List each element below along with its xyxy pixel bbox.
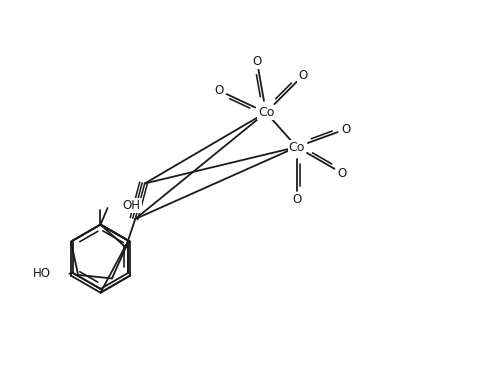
Text: HO: HO — [34, 267, 51, 280]
Text: O: O — [214, 84, 224, 97]
Text: Co: Co — [288, 141, 305, 154]
Text: O: O — [341, 123, 350, 136]
Text: OH: OH — [123, 199, 141, 212]
Text: O: O — [298, 69, 307, 82]
Text: O: O — [292, 192, 301, 206]
Text: O: O — [252, 55, 262, 68]
Text: O: O — [337, 166, 347, 179]
Text: Co: Co — [258, 106, 274, 119]
